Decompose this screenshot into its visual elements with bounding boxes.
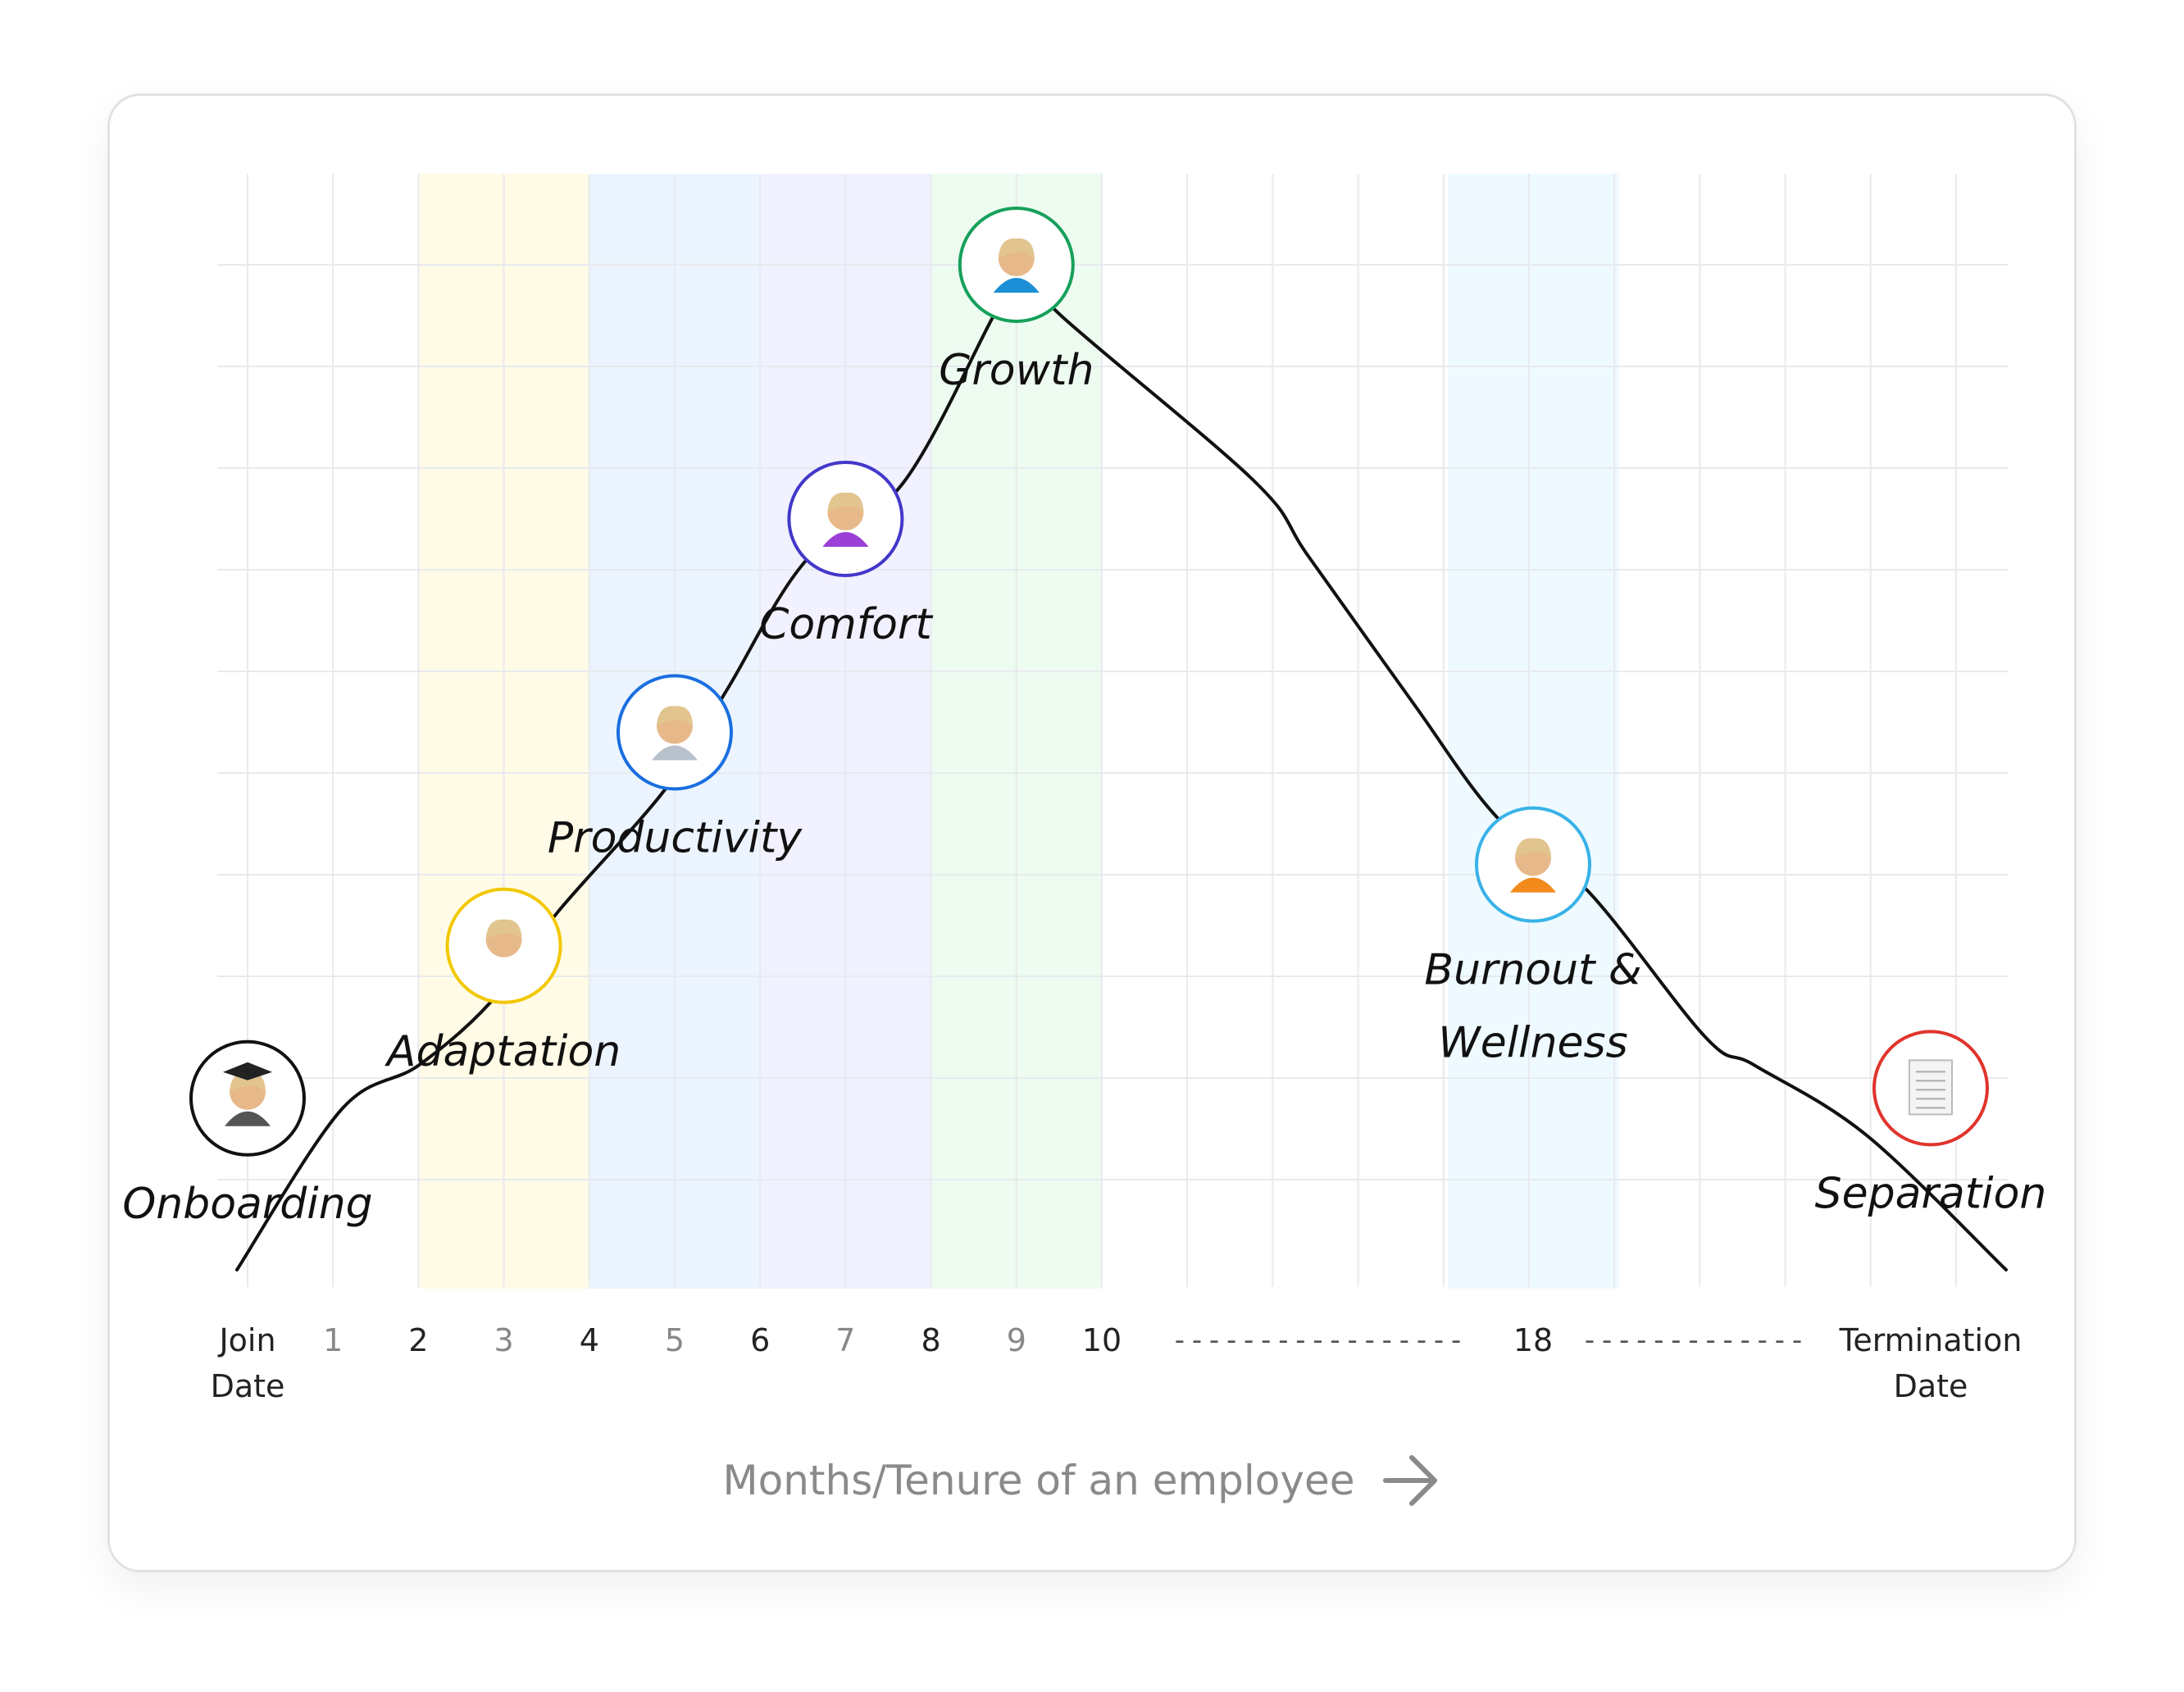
stage-label-line2: Wellness: [1438, 1019, 1627, 1068]
x-tick-label: 5: [665, 1322, 685, 1358]
woman-teacher-icon: [993, 238, 1040, 293]
x-tick-label: 1: [323, 1322, 343, 1358]
x-tick-label: 18: [1513, 1322, 1553, 1358]
stage-productivity[interactable]: Productivity: [548, 674, 803, 862]
x-tick-label: 8: [921, 1322, 941, 1358]
woman-meditating-icon: [1510, 838, 1556, 893]
x-tick-label: 3: [494, 1322, 514, 1358]
document-icon: [1909, 1059, 1953, 1116]
woman-laptop-icon: [652, 706, 698, 761]
band-4: [1448, 174, 1618, 1289]
stage-burnout[interactable]: Burnout & Wellness: [1424, 806, 1642, 1068]
axis-break-dashes: - - - - - - - - - - - - - - - - -: [1175, 1324, 1461, 1357]
graduate-woman-icon: [223, 1062, 272, 1126]
stage-label: Productivity: [548, 813, 803, 862]
x-tick-label-line2: Date: [211, 1368, 285, 1404]
x-tick-label: 10: [1082, 1322, 1122, 1358]
x-tick-label: 2: [408, 1322, 428, 1358]
woman-face-icon: [485, 919, 522, 957]
stage-label: Burnout &: [1424, 946, 1641, 995]
woman-raising-hand-icon: [822, 492, 869, 547]
stage-comfort[interactable]: Comfort: [759, 461, 933, 649]
x-axis-ticks: Join Date 1 2 3 4 5 6 7 8 9 10 18 Termination Date - - …: [211, 1322, 2022, 1404]
stage-onboarding[interactable]: Onboarding: [122, 1039, 373, 1229]
stage-label: Adaptation: [384, 1027, 621, 1076]
grid-lines: [217, 174, 2009, 1287]
x-tick-label: 4: [580, 1322, 599, 1358]
stage-separation[interactable]: Separation: [1815, 1030, 2047, 1218]
x-tick-label: 7: [835, 1322, 855, 1358]
stage-label: Comfort: [759, 600, 933, 649]
stage-adaptation[interactable]: Adaptation: [384, 887, 621, 1076]
axis-break-dashes: - - - - - - - - - - - - -: [1585, 1324, 1801, 1357]
stage-label: Onboarding: [122, 1180, 372, 1229]
stage-growth[interactable]: Growth: [939, 207, 1094, 395]
stage-label: Separation: [1815, 1169, 2047, 1218]
x-tick-label: Termination: [1839, 1322, 2022, 1358]
x-tick-label-line2: Date: [1894, 1368, 1968, 1404]
x-tick-label: 6: [750, 1322, 770, 1358]
x-tick-label: Join: [217, 1322, 275, 1358]
x-tick-label: 9: [1007, 1322, 1026, 1358]
stage-bands: [418, 174, 1618, 1289]
x-axis-title: Months/Tenure of an employee: [722, 1457, 1354, 1504]
arrow-right-icon: [1383, 1455, 1437, 1506]
stage-markers: Onboarding Adaptation Productivity Comfort G…: [122, 207, 2047, 1229]
stage-label: Growth: [939, 346, 1094, 395]
